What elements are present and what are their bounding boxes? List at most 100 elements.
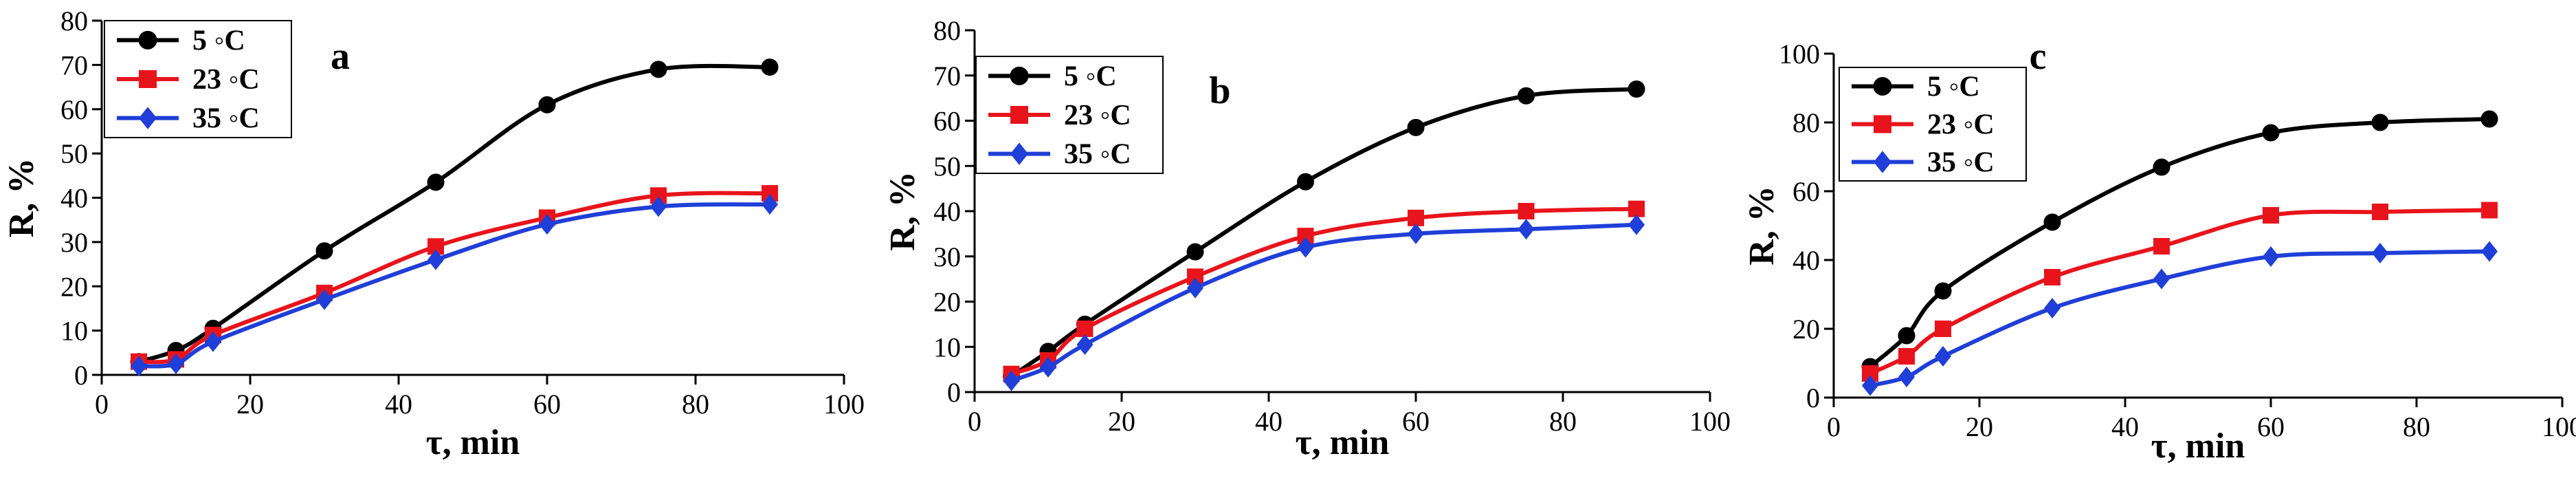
data-point bbox=[205, 331, 221, 352]
data-point bbox=[650, 196, 667, 217]
legend-entry: 5 ◦C bbox=[192, 25, 245, 56]
y-tick-label: 40 bbox=[933, 196, 961, 227]
legend: 5 ◦C 23 ◦C 35 ◦C bbox=[975, 56, 1164, 174]
legend-marker bbox=[138, 30, 157, 50]
legend-entry: 23 ◦C bbox=[1927, 109, 1995, 141]
data-point bbox=[316, 289, 333, 310]
data-point bbox=[1003, 370, 1020, 391]
data-point bbox=[1934, 282, 1952, 300]
y-tick-label: 80 bbox=[60, 6, 88, 36]
x-tick-label: 80 bbox=[682, 389, 709, 420]
panel-b: 0 10 20 30 40 50 60 70 80 0 20 40 60 80 100 τ, min R, % b… bbox=[883, 15, 1731, 462]
data-point bbox=[1628, 200, 1645, 217]
legend-entry: 5 ◦C bbox=[1064, 61, 1117, 92]
data-point bbox=[2480, 110, 2498, 128]
y-tick-label: 70 bbox=[933, 61, 961, 91]
data-point bbox=[1898, 348, 1915, 365]
data-point bbox=[761, 58, 779, 76]
y-tick-label: 50 bbox=[60, 138, 88, 169]
y-tick-label: 40 bbox=[1792, 245, 1820, 276]
series-line bbox=[138, 191, 770, 365]
data-point bbox=[168, 353, 184, 374]
y-axis-label: R, % bbox=[2, 158, 41, 238]
legend-marker bbox=[1010, 106, 1028, 124]
x-tick-label: 60 bbox=[2257, 411, 2285, 442]
y-tick-label: 100 bbox=[1779, 39, 1820, 69]
y-tick-label: 20 bbox=[933, 287, 961, 318]
y-tick-label: 50 bbox=[933, 151, 961, 182]
data-point bbox=[1408, 209, 1424, 226]
data-point bbox=[649, 61, 667, 78]
data-point bbox=[2043, 213, 2061, 231]
x-tick-label: 40 bbox=[1255, 406, 1283, 437]
legend-marker bbox=[139, 107, 157, 129]
legend-marker bbox=[139, 70, 157, 88]
y-tick-label: 0 bbox=[947, 377, 961, 408]
data-point bbox=[1518, 203, 1535, 219]
data-point bbox=[2371, 113, 2389, 131]
y-tick-label: 30 bbox=[60, 227, 88, 258]
data-point bbox=[2262, 124, 2280, 142]
data-point bbox=[2263, 246, 2279, 267]
data-point bbox=[2153, 158, 2170, 176]
panel-c: 0 20 40 60 80 100 0 20 40 60 80 100 τ, min R, % c 5 ◦C 2… bbox=[1742, 35, 2576, 466]
legend: 5 ◦C 23 ◦C 35 ◦C bbox=[104, 20, 292, 138]
data-point bbox=[1628, 80, 1645, 98]
legend-marker bbox=[1874, 151, 1891, 173]
x-tick-label: 0 bbox=[95, 389, 109, 420]
legend-marker bbox=[1873, 77, 1892, 96]
x-axis-label: τ, min bbox=[426, 423, 520, 462]
legend-entry: 23 ◦C bbox=[192, 64, 260, 96]
data-point bbox=[1408, 223, 1424, 244]
y-tick-label: 70 bbox=[60, 50, 88, 80]
y-tick-label: 20 bbox=[60, 271, 88, 302]
data-point bbox=[1040, 356, 1056, 378]
x-tick-label: 0 bbox=[968, 406, 981, 437]
data-point bbox=[1898, 327, 1916, 345]
legend-entry: 35 ◦C bbox=[192, 103, 260, 135]
x-tick-label: 20 bbox=[236, 389, 264, 420]
panel-letter: a bbox=[331, 35, 350, 78]
data-point bbox=[2044, 269, 2061, 285]
data-point bbox=[131, 356, 147, 377]
y-tick-label: 30 bbox=[933, 241, 961, 272]
x-tick-label: 40 bbox=[2111, 411, 2139, 442]
data-point bbox=[1186, 243, 1204, 261]
y-tick-label: 60 bbox=[60, 94, 88, 125]
data-point bbox=[762, 194, 778, 215]
data-point bbox=[1898, 367, 1915, 387]
x-tick-label: 80 bbox=[1549, 406, 1577, 437]
data-point bbox=[1407, 118, 1425, 136]
data-point bbox=[1187, 277, 1203, 299]
y-tick-label: 0 bbox=[1806, 382, 1820, 413]
data-point bbox=[1076, 320, 1093, 337]
data-point bbox=[1628, 214, 1645, 235]
x-tick-label: 100 bbox=[1689, 406, 1731, 437]
data-point bbox=[2153, 238, 2170, 255]
legend-entry: 5 ◦C bbox=[1927, 72, 1980, 103]
series-line bbox=[138, 202, 770, 369]
data-point bbox=[2372, 243, 2388, 263]
data-point bbox=[2481, 241, 2498, 262]
panel-letter: b bbox=[1209, 69, 1230, 112]
legend-entry: 35 ◦C bbox=[1064, 139, 1131, 171]
series-line bbox=[1010, 222, 1637, 383]
data-point bbox=[538, 96, 556, 113]
y-tick-label: 80 bbox=[933, 15, 961, 46]
x-axis-label: τ, min bbox=[2151, 426, 2245, 466]
legend-marker bbox=[1010, 142, 1028, 165]
data-point bbox=[2372, 204, 2388, 220]
data-point bbox=[1935, 321, 1951, 337]
y-tick-label: 60 bbox=[933, 106, 961, 137]
y-tick-label: 20 bbox=[1792, 314, 1820, 345]
data-point bbox=[427, 173, 445, 191]
x-tick-label: 100 bbox=[2542, 411, 2576, 442]
data-point bbox=[428, 249, 444, 270]
y-axis-label: R, % bbox=[1742, 186, 1781, 266]
y-tick-label: 0 bbox=[74, 360, 88, 391]
data-point bbox=[315, 242, 333, 260]
data-point bbox=[2481, 202, 2498, 219]
legend-marker bbox=[1874, 115, 1891, 133]
x-tick-label: 0 bbox=[1827, 411, 1841, 442]
